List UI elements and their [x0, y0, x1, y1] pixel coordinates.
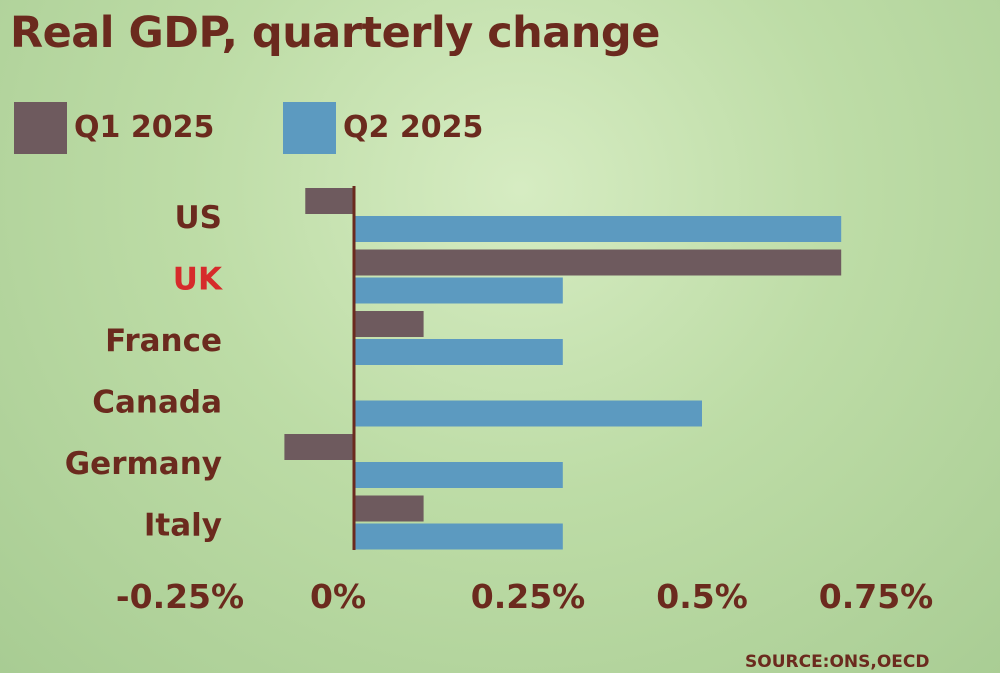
bar-france-q1-2025	[354, 311, 424, 337]
legend-label-q1-2025: Q1 2025	[74, 110, 215, 145]
x-tick-label-0-25: 0.25%	[471, 577, 586, 616]
legend-swatch-q2-2025	[283, 102, 336, 154]
bar-canada-q2-2025	[354, 400, 702, 427]
legend-label-q2-2025: Q2 2025	[343, 110, 484, 145]
bar-france-q2-2025	[354, 339, 563, 365]
source-note: SOURCE:ONS,OECD	[745, 652, 930, 672]
bar-uk-q1-2025	[354, 249, 842, 276]
bar-italy-q1-2025	[354, 495, 424, 522]
bar-germany-q1-2025	[284, 434, 354, 460]
category-label-uk: UK	[173, 262, 223, 298]
category-label-germany: Germany	[65, 446, 222, 482]
x-tick-label-0: 0%	[310, 577, 366, 616]
bar-germany-q2-2025	[354, 462, 563, 488]
legend-swatch-q1-2025	[14, 102, 67, 154]
bar-italy-q2-2025	[354, 523, 563, 550]
x-tick-label-0-25: -0.25%	[116, 577, 244, 616]
category-label-canada: Canada	[92, 385, 222, 421]
bar-us-q1-2025	[305, 188, 354, 214]
x-tick-label-0-75: 0.75%	[819, 577, 934, 616]
bar-uk-q2-2025	[354, 277, 563, 304]
bar-us-q2-2025	[354, 216, 842, 242]
category-label-france: France	[105, 323, 222, 359]
chart-title: Real GDP, quarterly change	[10, 8, 660, 58]
category-label-italy: Italy	[144, 508, 222, 544]
x-tick-label-0-5: 0.5%	[656, 577, 748, 616]
category-label-us: US	[175, 200, 223, 236]
